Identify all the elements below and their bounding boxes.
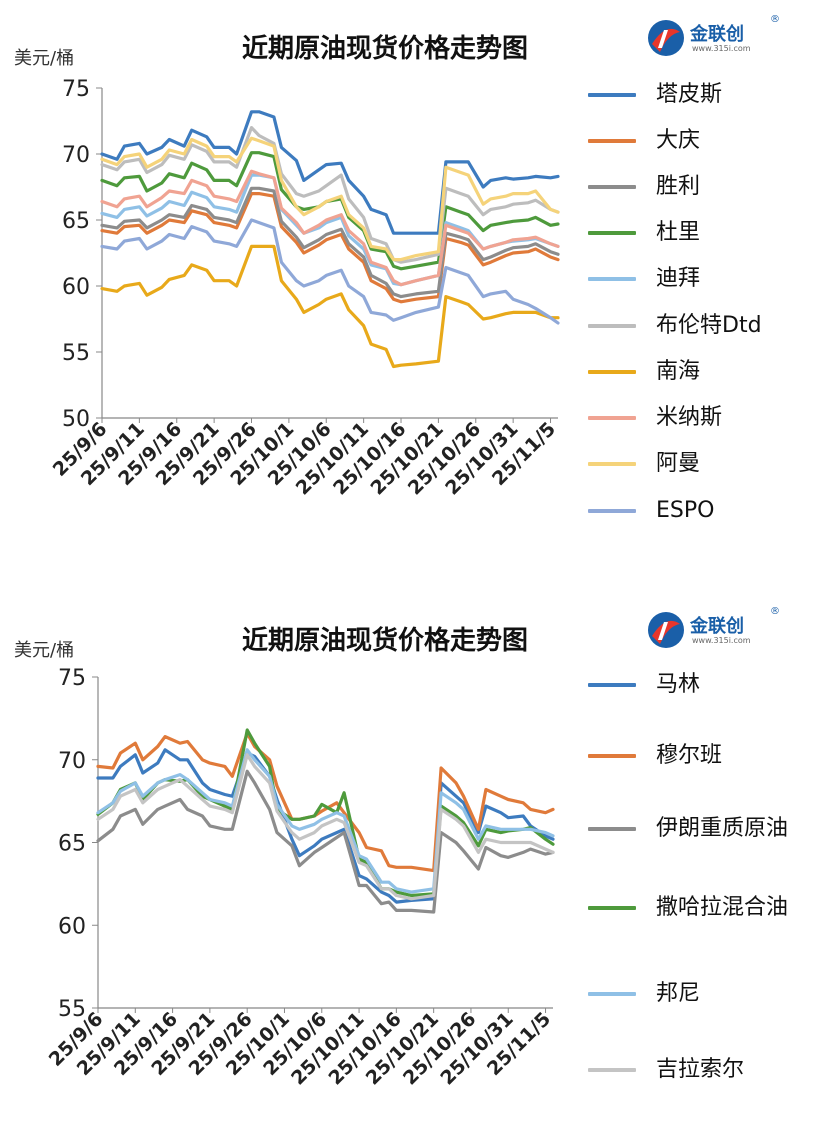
- legend-label: 南海: [656, 359, 701, 384]
- y-tick-label: 55: [58, 997, 86, 1022]
- legend-swatch: [588, 416, 636, 420]
- y-tick-label: 65: [62, 209, 90, 234]
- legend-swatch: [588, 93, 636, 97]
- y-tick-label: 70: [58, 749, 86, 774]
- legend-label: 阿曼: [656, 451, 701, 476]
- legend-label: 米纳斯: [656, 405, 723, 430]
- legend-label: 大庆: [656, 128, 701, 153]
- brand-logo: 金联创 www.315i.com ®: [646, 606, 786, 654]
- series-line-10: [100, 218, 560, 325]
- series-line-3: [100, 186, 560, 299]
- line-chart-1: 50556065707525/9/625/9/1125/9/1625/9/212…: [49, 77, 560, 499]
- logo-url: www.315i.com: [692, 636, 751, 645]
- series-line-2: [100, 192, 560, 304]
- legend-swatch: [588, 992, 636, 996]
- brand-logo: 金联创 www.315i.com ®: [646, 14, 786, 62]
- legend-label: 布伦特Dtd: [656, 313, 762, 338]
- legend-label: 伊朗重质原油: [656, 816, 789, 841]
- y-tick-label: 60: [58, 914, 86, 939]
- y-tick-label: 65: [58, 832, 86, 857]
- line-chart-2: 556065707525/9/625/9/1125/9/1625/9/2125/…: [45, 666, 555, 1089]
- y-tick-label: 70: [62, 143, 90, 168]
- chart-panel-2: 美元/桶 近期原油现货价格走势图 金联创 www.315i.com ® 55 60…: [0, 600, 821, 1129]
- legend-label: 马林: [656, 672, 701, 697]
- legend-label: 撒哈拉混合油: [656, 895, 789, 920]
- series-line-6: [96, 753, 555, 901]
- legend-swatch: [588, 509, 636, 513]
- logo-text: 金联创: [690, 24, 744, 45]
- legend-swatch: [588, 754, 636, 758]
- legend-label: 邦尼: [656, 981, 701, 1006]
- chart-title: 近期原油现货价格走势图: [241, 626, 528, 656]
- logo-text: 金联创: [690, 616, 744, 637]
- logo-registered-mark: ®: [770, 606, 780, 617]
- series-line-1: [100, 110, 560, 235]
- legend-swatch: [588, 185, 636, 189]
- chart-title: 近期原油现货价格走势图: [241, 34, 528, 64]
- legend-label: 迪拜: [656, 266, 701, 291]
- y-axis-unit-label: 美元/桶: [14, 640, 75, 661]
- logo-url: www.315i.com: [692, 44, 751, 53]
- series-line-3: [96, 769, 555, 914]
- series-line-9: [100, 136, 560, 262]
- legend-swatch: [588, 324, 636, 328]
- legend-swatch: [588, 139, 636, 143]
- legend-label: 穆尔班: [656, 743, 723, 768]
- legend-swatch: [588, 231, 636, 235]
- legend-swatch: [588, 827, 636, 831]
- logo-icon: [648, 612, 684, 648]
- legend-label: 胜利: [656, 174, 701, 199]
- legend-swatch: [588, 370, 636, 374]
- series-line-7: [100, 244, 560, 369]
- legend-label: 塔皮斯: [656, 82, 723, 107]
- y-tick-label: 60: [62, 275, 90, 300]
- legend-swatch: [588, 1068, 636, 1072]
- legend-label: 吉拉索尔: [656, 1057, 745, 1082]
- y-tick-label: 50: [62, 407, 90, 432]
- logo-registered-mark: ®: [770, 14, 780, 25]
- legend-swatch: [588, 906, 636, 910]
- series-line-6: [100, 125, 560, 264]
- series-line-5: [96, 748, 555, 894]
- y-tick-label: 75: [62, 77, 90, 102]
- series-line-8: [100, 169, 560, 287]
- logo-icon: [648, 20, 684, 56]
- legend-swatch: [588, 462, 636, 466]
- y-tick-label: 75: [58, 666, 86, 691]
- legend-swatch: [588, 277, 636, 281]
- legend-swatch: [588, 683, 636, 687]
- y-axis-unit-label: 美元/桶: [14, 48, 75, 69]
- legend-label: 杜里: [656, 220, 701, 245]
- series-line-2: [96, 731, 555, 873]
- legend-label: ESPO: [656, 498, 715, 523]
- y-tick-label: 55: [62, 341, 90, 366]
- chart-panel-1: 美元/桶 近期原油现货价格走势图 金联创 www.315i.com ® 50 55…: [0, 0, 821, 560]
